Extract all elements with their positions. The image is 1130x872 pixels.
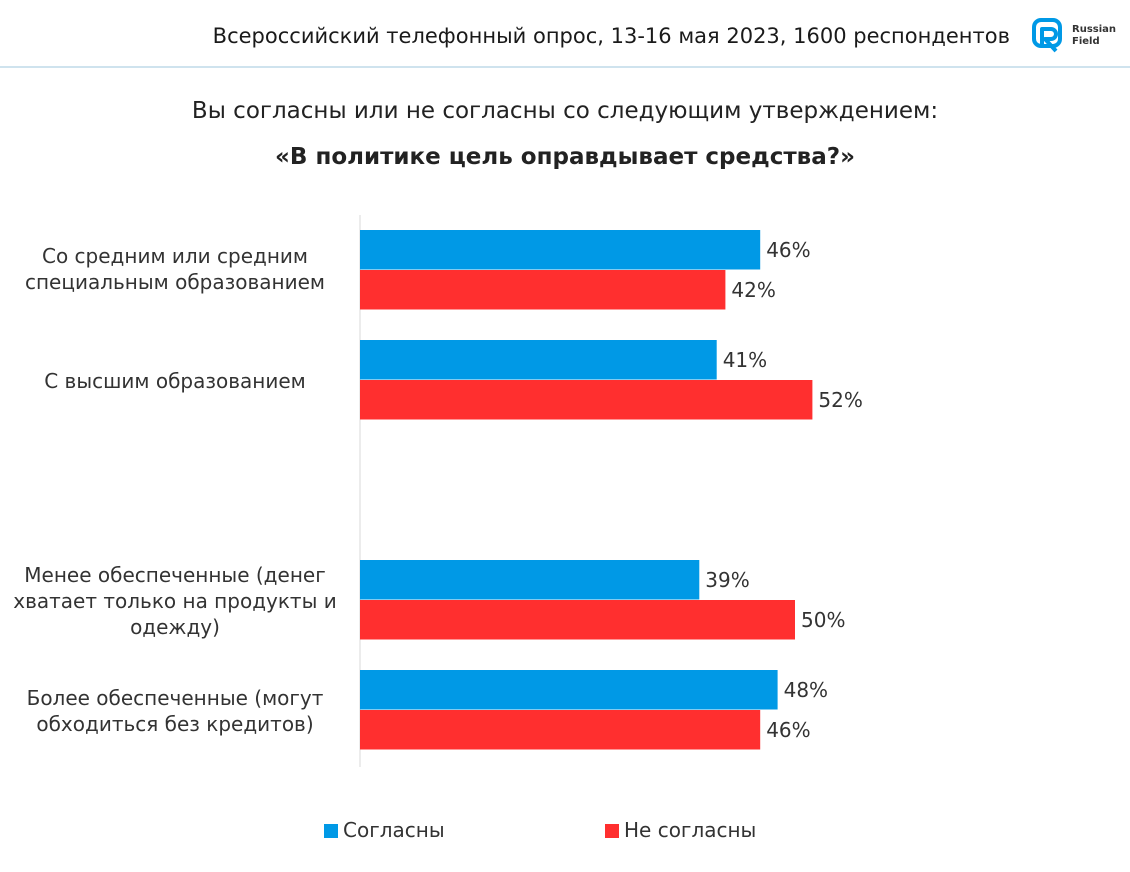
chart-title: Вы согласны или не согласны со следующим… (191, 98, 939, 124)
category-label-more-affluent: Более обеспеченные (могут обходиться без… (26, 686, 324, 736)
category-label-secondary-education: Со средним или средним специальным образ… (24, 244, 326, 294)
category-label-higher-education: С высшим образованием (44, 369, 306, 393)
data-label-agree-0: 46% (766, 238, 810, 262)
bar-agree-3 (360, 670, 778, 710)
legend-label-agree: Согласны (343, 818, 445, 842)
bar-agree-2 (360, 560, 700, 600)
bar-disagree-1 (360, 380, 813, 420)
legend-item-disagree: Не согласны (605, 818, 756, 842)
bar-disagree-3 (360, 710, 761, 750)
legend-label-disagree: Не согласны (624, 818, 757, 842)
data-label-disagree-1: 52% (818, 388, 862, 412)
chart-subtitle: «В политике цель оправдывает средства?» (275, 144, 855, 170)
bar-disagree-2 (360, 600, 795, 640)
header-divider (0, 66, 1130, 68)
bar-chart: 46% 42% 41% 52% 39% 50% 48% 46% (359, 215, 863, 767)
russian-field-logo-icon (1032, 18, 1062, 53)
data-label-agree-2: 39% (705, 568, 749, 592)
survey-info-header: Всероссийский телефонный опрос, 13-16 ма… (212, 24, 1010, 48)
data-label-disagree-0: 42% (731, 278, 775, 302)
bar-agree-0 (360, 230, 761, 270)
legend-swatch-agree (324, 824, 338, 838)
bar-agree-1 (360, 340, 717, 380)
logo-text-russian: Russian (1072, 24, 1117, 35)
data-label-disagree-3: 46% (766, 718, 810, 742)
bar-disagree-0 (360, 270, 726, 310)
data-label-disagree-2: 50% (801, 608, 845, 632)
data-label-agree-1: 41% (723, 348, 767, 372)
logo-text-field: Field (1072, 36, 1100, 47)
legend-item-agree: Согласны (324, 818, 445, 842)
category-label-less-affluent: Менее обеспеченные (денег хватает только… (13, 563, 337, 639)
legend-swatch-disagree (605, 824, 619, 838)
data-label-agree-3: 48% (784, 678, 828, 702)
russian-field-logo: Russian Field (1032, 18, 1122, 58)
